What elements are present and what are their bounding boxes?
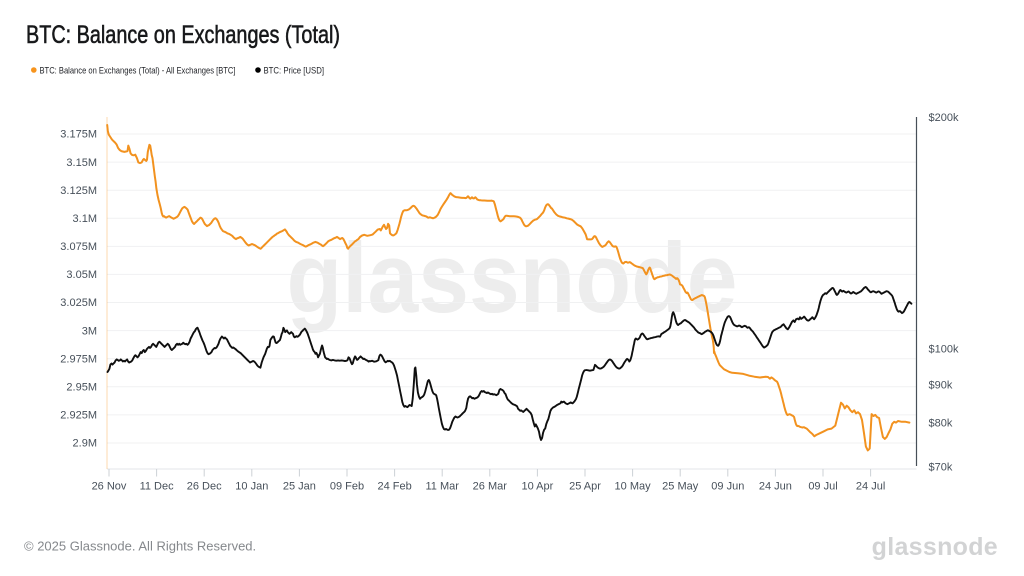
svg-text:$200k: $200k	[929, 112, 959, 124]
svg-text:BTC: Price [USD]: BTC: Price [USD]	[264, 66, 325, 76]
svg-text:09 Jun: 09 Jun	[711, 481, 744, 493]
svg-text:26 Dec: 26 Dec	[187, 481, 222, 493]
svg-text:11 Mar: 11 Mar	[425, 481, 459, 493]
svg-text:3M: 3M	[82, 325, 97, 337]
svg-text:BTC: Balance on Exchanges (Tot: BTC: Balance on Exchanges (Total)	[26, 21, 340, 49]
svg-text:11 Dec: 11 Dec	[140, 481, 175, 493]
svg-text:10 Apr: 10 Apr	[521, 481, 553, 493]
svg-text:24 Jun: 24 Jun	[759, 481, 792, 493]
svg-text:09 Feb: 09 Feb	[330, 481, 364, 493]
svg-text:2.9M: 2.9M	[73, 438, 97, 450]
svg-text:24 Jul: 24 Jul	[856, 481, 885, 493]
svg-text:26 Mar: 26 Mar	[473, 481, 508, 493]
svg-text:glassnode: glassnode	[287, 222, 738, 333]
svg-text:$90k: $90k	[929, 379, 953, 391]
svg-text:10 May: 10 May	[615, 481, 652, 493]
svg-text:25 Jan: 25 Jan	[283, 481, 316, 493]
svg-text:10 Jan: 10 Jan	[235, 481, 268, 493]
svg-text:3.175M: 3.175M	[60, 129, 97, 141]
svg-text:$70k: $70k	[929, 461, 953, 473]
svg-text:2.925M: 2.925M	[60, 410, 97, 422]
svg-text:2.975M: 2.975M	[60, 353, 97, 365]
svg-text:3.1M: 3.1M	[73, 213, 97, 225]
svg-text:3.075M: 3.075M	[60, 241, 97, 253]
svg-text:BTC: Balance on Exchanges (Tot: BTC: Balance on Exchanges (Total) - All …	[40, 66, 236, 76]
svg-text:glassnode: glassnode	[872, 533, 998, 561]
svg-text:3.025M: 3.025M	[60, 297, 97, 309]
svg-text:3.05M: 3.05M	[66, 269, 97, 281]
svg-text:26 Nov: 26 Nov	[92, 481, 127, 493]
svg-text:$100k: $100k	[929, 343, 959, 355]
svg-text:09 Jul: 09 Jul	[808, 481, 837, 493]
svg-text:$80k: $80k	[929, 418, 953, 430]
svg-text:2.95M: 2.95M	[66, 382, 97, 394]
svg-text:© 2025 Glassnode. All Rights R: © 2025 Glassnode. All Rights Reserved.	[24, 539, 256, 554]
svg-text:3.125M: 3.125M	[60, 185, 97, 197]
svg-text:3.15M: 3.15M	[66, 157, 97, 169]
svg-text:25 May: 25 May	[662, 481, 699, 493]
svg-text:25 Apr: 25 Apr	[569, 481, 601, 493]
svg-text:24 Feb: 24 Feb	[377, 481, 411, 493]
